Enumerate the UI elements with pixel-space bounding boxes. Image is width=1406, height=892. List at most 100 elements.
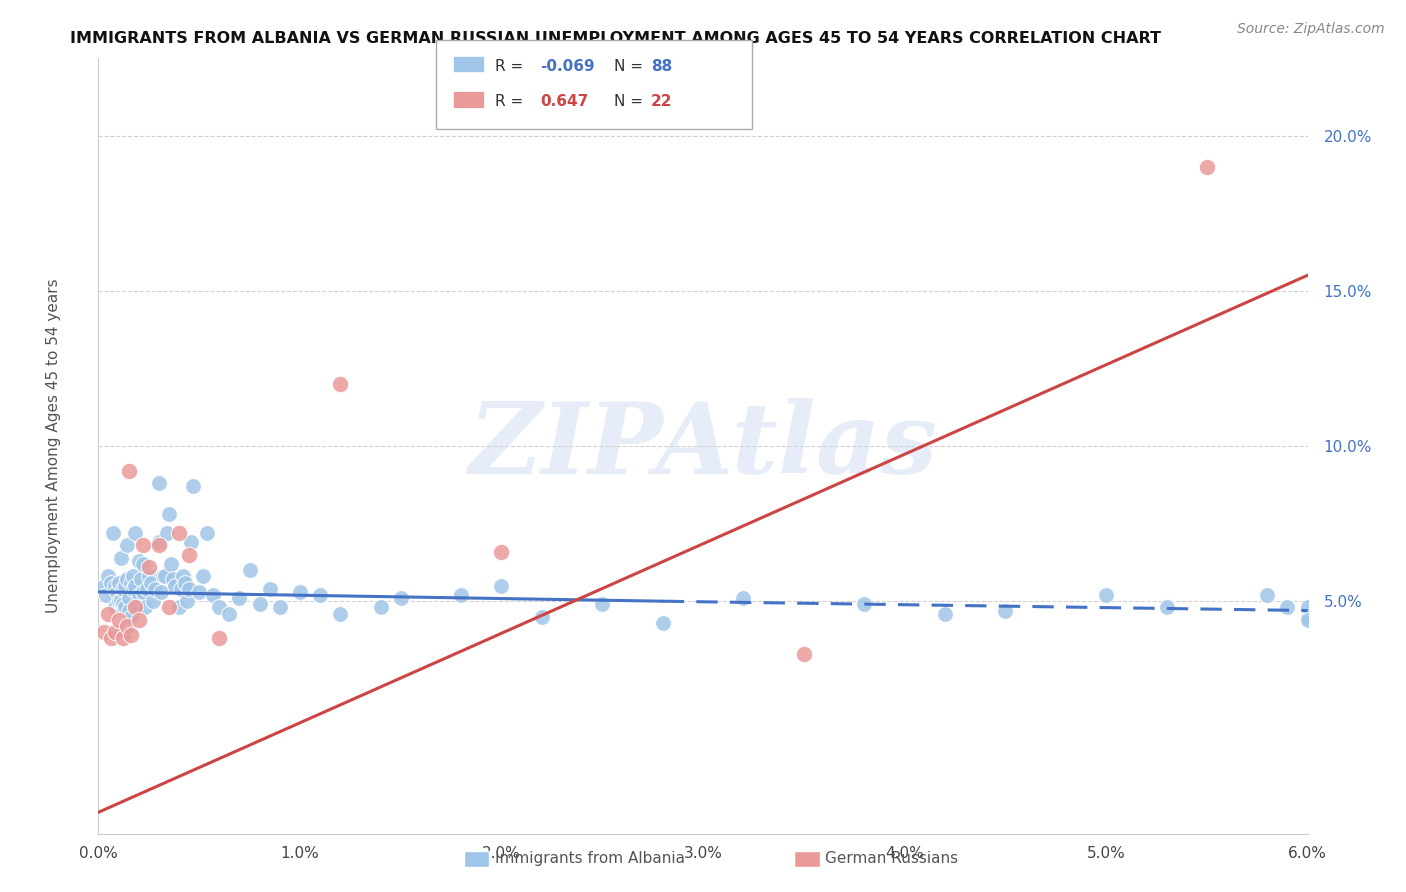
Text: N =: N = [614,95,648,109]
Point [172,569,194,583]
Text: -0.069: -0.069 [540,59,595,73]
Point [208,600,231,615]
Text: IMMIGRANTS FROM ALBANIA VS GERMAN RUSSIAN UNEMPLOYMENT AMONG AGES 45 TO 54 YEARS: IMMIGRANTS FROM ALBANIA VS GERMAN RUSSIA… [70,31,1161,46]
Point [118,603,141,617]
Point [329,607,352,621]
Point [1195,160,1218,174]
Point [530,609,553,624]
Text: R =: R = [495,59,529,73]
Point [121,569,143,583]
Point [135,582,157,596]
Text: Source: ZipAtlas.com: Source: ZipAtlas.com [1237,22,1385,37]
Point [114,579,136,593]
Point [1296,609,1319,624]
Point [288,585,311,599]
Point [389,591,412,606]
Point [1296,600,1319,615]
Point [179,548,201,562]
Point [491,579,513,593]
Point [128,613,150,627]
Point [651,615,673,630]
Point [115,619,138,633]
Point [143,582,166,596]
Point [132,538,155,552]
Point [370,600,392,615]
Point [115,573,138,587]
Point [121,582,143,596]
Point [120,628,142,642]
Point [179,582,201,596]
Point [162,573,184,587]
Point [115,538,138,552]
Text: 0.647: 0.647 [540,95,588,109]
Point [103,600,125,615]
Text: 22: 22 [651,95,672,109]
Point [591,597,613,611]
Point [188,585,211,599]
Point [793,647,815,661]
Point [153,569,176,583]
Point [259,582,281,596]
Point [93,625,115,640]
Point [111,632,134,646]
Point [103,579,125,593]
Point [97,569,120,583]
Point [1256,588,1278,602]
Point [138,569,160,583]
Point [118,591,141,606]
Point [107,575,129,590]
Point [148,535,170,549]
Point [120,609,142,624]
Point [110,594,132,608]
Point [100,632,122,646]
Point [157,600,180,615]
Point [148,538,170,552]
Point [174,575,197,590]
Point [170,582,193,596]
Point [1296,613,1319,627]
Text: Immigrants from Albania: Immigrants from Albania [495,852,685,866]
Point [167,525,190,540]
Point [149,585,172,599]
Point [160,557,183,571]
Point [103,625,125,640]
Point [111,597,134,611]
Point [208,632,231,646]
Point [202,588,225,602]
Point [148,476,170,491]
Point [124,600,146,615]
Point [934,607,956,621]
Text: German Russians: German Russians [825,852,959,866]
Point [142,594,165,608]
Point [181,479,204,493]
Point [152,569,174,583]
Point [239,563,262,577]
Point [132,557,155,571]
Point [329,376,352,391]
Point [128,588,150,602]
Point [118,464,141,478]
Point [309,588,332,602]
Point [125,600,148,615]
Point [97,607,120,621]
Point [107,613,129,627]
Text: R =: R = [495,95,533,109]
Point [124,579,146,593]
Point [107,594,129,608]
Text: 88: 88 [651,59,672,73]
Point [167,600,190,615]
Point [491,544,513,558]
Point [218,607,240,621]
Point [132,585,155,599]
Point [180,535,202,549]
Point [93,579,115,593]
Point [156,525,179,540]
Point [129,573,152,587]
Point [96,588,118,602]
Point [124,525,146,540]
Point [176,594,198,608]
Point [139,575,162,590]
Point [249,597,271,611]
Point [114,600,136,615]
Point [120,575,142,590]
